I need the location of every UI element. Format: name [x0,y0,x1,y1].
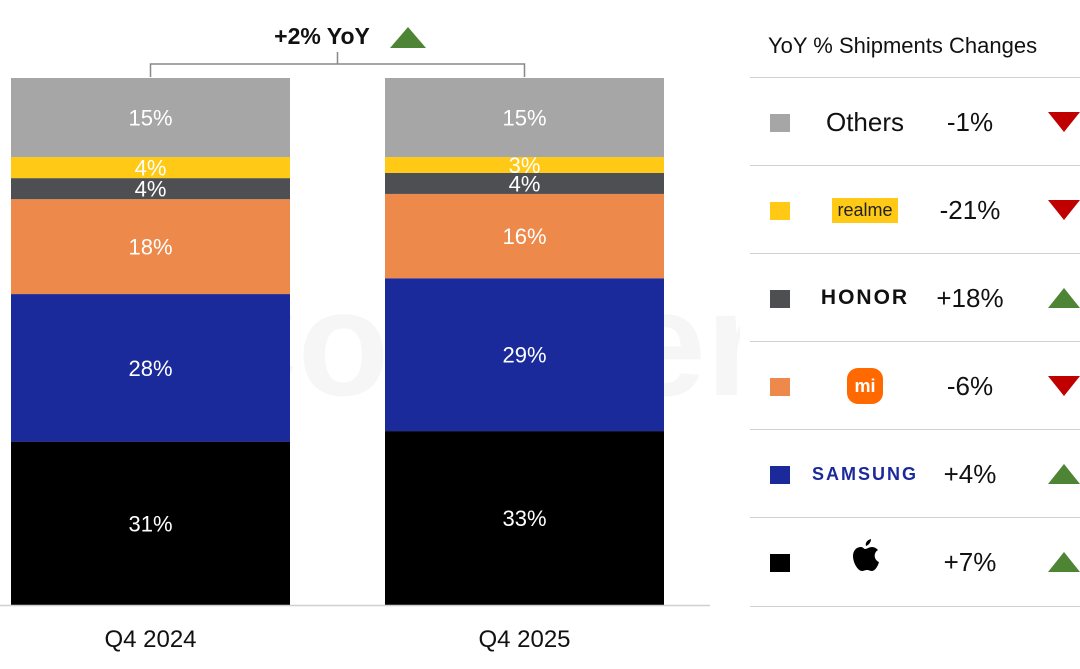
yoy-change-value: +4% [943,458,997,489]
bar-segment-samsung [11,294,290,442]
data-label: 18% [128,235,172,260]
legend-swatch [770,290,790,308]
data-label: 4% [509,171,541,196]
triangle-up-icon [1048,288,1080,308]
bar-segment-others [385,78,664,158]
triangle-up-icon [1048,464,1080,484]
legend-swatch [770,114,790,132]
yoy-change-value: -6% [946,370,994,401]
brand-label: Others [825,106,905,137]
legend-row: +7% [750,517,1080,607]
data-label: 31% [128,511,172,536]
data-label: 4% [135,156,167,181]
legend-row: realme -21% [750,165,1080,254]
triangle-up-icon [390,27,426,48]
x-tick-label: Q4 2024 [104,626,196,653]
mi-logo: mi [847,368,883,404]
legend-table: YoY % Shipments Changes Others -1% realme -… [750,0,1080,669]
legend-row: HONOR +18% [750,253,1080,342]
bar-segment-realme [385,157,664,173]
yoy-change-value: -21% [939,194,1001,225]
data-label: 33% [502,506,546,531]
legend-swatch [770,554,790,572]
legend-swatch [770,202,790,220]
data-label: 15% [502,106,546,131]
triangle-down-icon [1048,112,1080,132]
apple-logo-icon [847,537,883,588]
legend-swatch [770,378,790,396]
bar-segment-samsung [385,278,664,432]
samsung-logo: SAMSUNG [811,463,918,484]
x-tick-label: Q4 2025 [478,626,570,653]
brand-logo: mi [810,342,920,430]
brand-logo: HONOR [810,254,920,342]
triangle-up-icon [1048,552,1080,572]
yoy-change-value: +7% [943,546,997,577]
data-label: 15% [128,106,172,131]
brand-logo: Others [810,78,920,166]
yoy-change-value: -1% [946,106,994,137]
bar-segment-others [11,78,290,158]
yoy-change-value: +18% [936,282,1004,313]
triangle-down-icon [1048,200,1080,220]
brand-logo: SAMSUNG [810,430,920,518]
bar-segment-realme [11,157,290,179]
legend-title: YoY % Shipments Changes [768,33,1038,58]
data-label: 16% [502,224,546,249]
realme-logo: realme [832,197,898,223]
legend-row: Others -1% [750,77,1080,166]
bar-segment-xiaomi [385,193,664,279]
bar-segment-apple [11,441,290,605]
legend-row: mi -6% [750,341,1080,430]
bar-segment-honor [11,178,290,200]
yoy-annotation: +2% YoY [274,23,370,49]
triangle-down-icon [1048,376,1080,396]
data-label: 4% [135,177,167,202]
data-label: 29% [502,343,546,368]
stacked-bar-chart: Counterpoint31%28%18%4%4%15%Q4 202433%29… [0,23,710,653]
bar-segment-honor [385,172,664,194]
honor-logo: HONOR [820,286,910,309]
brand-logo: realme [810,166,920,254]
legend-row: SAMSUNG +4% [750,429,1080,518]
data-label: 28% [128,356,172,381]
yoy-bracket [149,52,526,77]
data-label: 3% [509,153,541,178]
legend-swatch [770,466,790,484]
brand-logo [810,518,920,606]
bar-segment-xiaomi [11,199,290,295]
bar-segment-apple [385,431,664,605]
